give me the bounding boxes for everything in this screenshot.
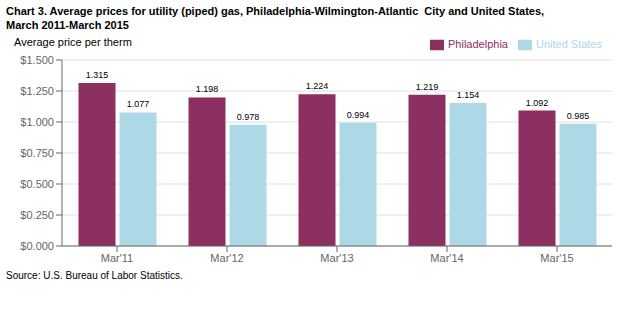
html-text:Philadelphia: Philadelphia <box>448 38 508 50</box>
svg-text:1.224: 1.224 <box>306 81 329 91</box>
html-text:March 2011-March 2015: March 2011-March 2015 <box>6 19 129 31</box>
svg-text:$0.250: $0.250 <box>20 209 54 221</box>
svg-text:1.092: 1.092 <box>526 98 549 108</box>
svg-text:$0.750: $0.750 <box>20 147 54 159</box>
svg-text:$0.000: $0.000 <box>20 240 54 252</box>
svg-text:1.219: 1.219 <box>416 82 439 92</box>
html-text:Chart 3. Average prices for ut: Chart 3. Average prices for utility (pip… <box>6 5 545 17</box>
html-text:Source: U.S. Bureau of Labor S: Source: U.S. Bureau of Labor Statistics. <box>6 270 183 281</box>
svg-text:0.994: 0.994 <box>347 110 370 120</box>
svg-text:$1.500: $1.500 <box>20 54 54 66</box>
svg-text:$1.250: $1.250 <box>20 85 54 97</box>
svg-text:1.315: 1.315 <box>86 70 109 80</box>
svg-text:$0.500: $0.500 <box>20 178 54 190</box>
svg-text:Mar'15: Mar'15 <box>540 252 573 264</box>
html-text:Average price per therm: Average price per therm <box>14 36 132 48</box>
svg-text:1.198: 1.198 <box>196 84 219 94</box>
svg-text:Mar'12: Mar'12 <box>210 252 243 264</box>
svg-text:1.154: 1.154 <box>457 90 480 100</box>
html-text:United States: United States <box>536 38 602 50</box>
svg-text:$1.000: $1.000 <box>20 116 54 128</box>
svg-text:Mar'13: Mar'13 <box>320 252 353 264</box>
svg-text:0.978: 0.978 <box>237 112 260 122</box>
svg-text:0.985: 0.985 <box>567 111 590 121</box>
svg-text:Mar'14: Mar'14 <box>430 252 463 264</box>
svg-text:Mar'11: Mar'11 <box>101 252 133 264</box>
svg-text:1.077: 1.077 <box>127 99 150 109</box>
